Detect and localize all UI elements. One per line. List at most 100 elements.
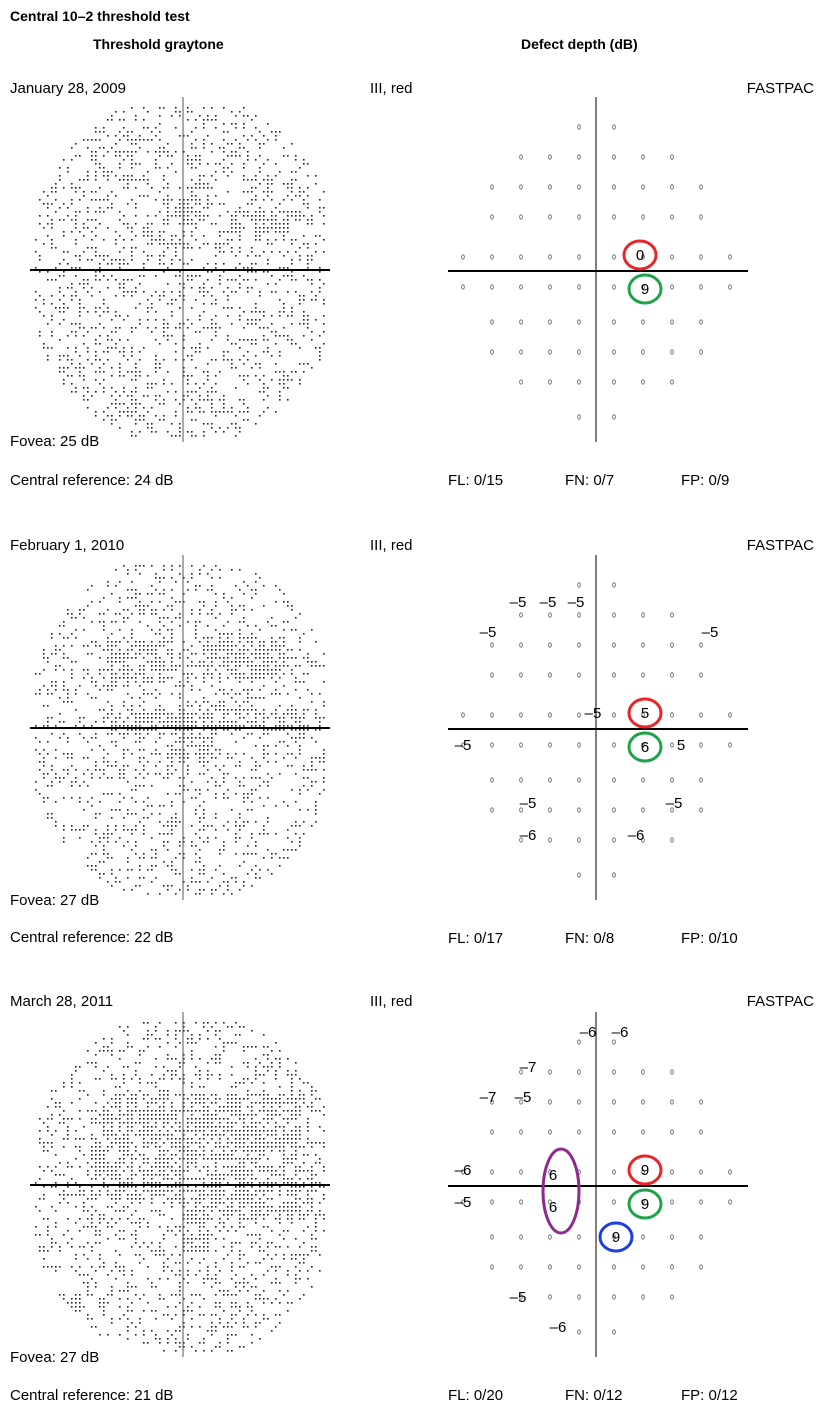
graytone-dot: [55, 689, 57, 691]
graytone-dot: [247, 809, 249, 811]
graytone-dot: [271, 191, 273, 193]
graytone-dot: [95, 227, 97, 229]
graytone-dot: [231, 279, 233, 281]
highlight-circle: [627, 273, 663, 305]
graytone-dot: [199, 601, 201, 603]
zero-dot: [612, 154, 616, 160]
graytone-dot: [195, 1094, 197, 1096]
graytone-dot: [119, 597, 121, 599]
graytone-dot: [199, 175, 201, 177]
graytone-dot: [71, 359, 73, 361]
graytone-dot: [207, 371, 209, 373]
graytone-dot: [295, 1146, 297, 1148]
zero-dot: [670, 777, 674, 783]
graytone-dot: [207, 399, 209, 401]
graytone-dot: [303, 769, 305, 771]
graytone-dot: [183, 649, 185, 651]
graytone-dot: [215, 869, 217, 871]
graytone-dot: [139, 1134, 141, 1136]
zero-dot: [490, 712, 494, 718]
graytone-dot: [87, 399, 89, 401]
graytone-dot: [231, 251, 233, 253]
graytone-dot: [243, 375, 245, 377]
graytone-dot: [271, 315, 273, 317]
graytone-dot: [199, 287, 201, 289]
graytone-dot: [239, 307, 241, 309]
graytone-dot: [123, 403, 125, 405]
graytone-dot: [163, 239, 165, 241]
graytone-dot: [311, 1102, 313, 1104]
graytone-dot: [207, 1070, 209, 1072]
graytone-dot: [239, 1190, 241, 1192]
graytone-dot: [275, 363, 277, 365]
graytone-dot: [187, 1042, 189, 1044]
graytone-dot: [227, 1146, 229, 1148]
graytone-dot: [267, 159, 269, 161]
graytone-dot: [155, 849, 157, 851]
graytone-dot: [235, 1142, 237, 1144]
graytone-dot: [159, 645, 161, 647]
graytone-dot: [239, 765, 241, 767]
graytone-dot: [263, 211, 265, 213]
graytone-dot: [111, 593, 113, 595]
graytone-dot: [243, 215, 245, 217]
graytone-dot: [227, 1142, 229, 1144]
graytone-dot: [115, 1078, 117, 1080]
graytone-dot: [159, 155, 161, 157]
graytone-dot: [323, 681, 325, 683]
graytone-dot: [223, 713, 225, 715]
graytone-dot: [115, 311, 117, 313]
graytone-dot: [247, 279, 249, 281]
graytone-dot: [39, 793, 41, 795]
graytone-dot: [143, 737, 145, 739]
graytone-dot: [243, 311, 245, 313]
graytone-dot: [103, 299, 105, 301]
graytone-dot: [79, 255, 81, 257]
graytone-dot: [63, 777, 65, 779]
graytone-dot: [55, 199, 57, 201]
graytone-dot: [103, 1162, 105, 1164]
graytone-dot: [123, 263, 125, 265]
graytone-dot: [63, 311, 65, 313]
graytone-dot: [51, 685, 53, 687]
graytone-dot: [207, 1110, 209, 1112]
graytone-dot: [167, 1198, 169, 1200]
graytone-dot: [115, 621, 117, 623]
graytone-dot: [283, 1162, 285, 1164]
graytone-dot: [147, 729, 149, 731]
graytone-dot: [275, 1142, 277, 1144]
graytone-dot: [263, 829, 265, 831]
graytone-dot: [159, 1110, 161, 1112]
graytone-dot: [103, 391, 105, 393]
graytone-dot: [199, 387, 201, 389]
graytone-dot: [99, 307, 101, 309]
graytone-dot: [239, 427, 241, 429]
graytone-dot: [147, 227, 149, 229]
graytone-dot: [91, 749, 93, 751]
graytone-dot: [139, 705, 141, 707]
graytone-dot: [107, 227, 109, 229]
graytone-dot: [135, 215, 137, 217]
graytone-dot: [207, 1142, 209, 1144]
graytone-dot: [283, 725, 285, 727]
graytone-dot: [75, 227, 77, 229]
graytone-dot: [279, 231, 281, 233]
graytone-dot: [191, 729, 193, 731]
graytone-dot: [119, 367, 121, 369]
graytone-dot: [39, 1138, 41, 1140]
graytone-dot: [267, 761, 269, 763]
graytone-dot: [179, 777, 181, 779]
graytone-dot: [255, 343, 257, 345]
graytone-dot: [259, 1182, 261, 1184]
graytone-dot: [227, 1174, 229, 1176]
graytone-dot: [51, 1170, 53, 1172]
graytone-dot: [59, 781, 61, 783]
graytone-dot: [123, 817, 125, 819]
graytone-dot: [271, 1150, 273, 1152]
graytone-dot: [179, 283, 181, 285]
graytone-dot: [259, 1110, 261, 1112]
graytone-dot: [163, 179, 165, 181]
graytone-dot: [195, 187, 197, 189]
graytone-dot: [183, 207, 185, 209]
graytone-dot: [47, 279, 49, 281]
